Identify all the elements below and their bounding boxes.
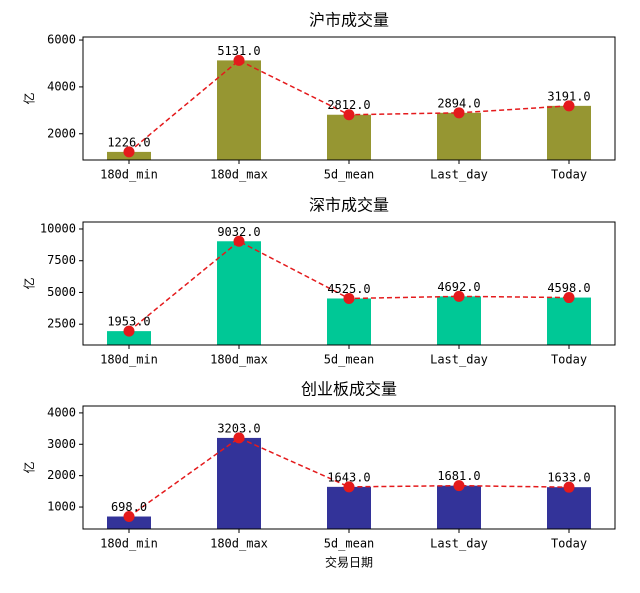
y-tick-label: 6000 <box>47 33 76 47</box>
y-tick-label: 4000 <box>47 405 76 419</box>
value-label: 1953.0 <box>107 315 150 329</box>
plot-frame <box>82 36 616 161</box>
y-axis-label: 亿 <box>22 461 37 473</box>
point-marker <box>453 107 465 119</box>
value-label: 5131.0 <box>217 44 260 58</box>
x-tick-label: Today <box>551 537 587 551</box>
bar <box>437 112 481 160</box>
point-marker <box>563 292 575 304</box>
point-marker <box>343 109 355 121</box>
plot-frame <box>82 221 616 346</box>
point-marker <box>343 481 355 493</box>
x-tick-label: Last_day <box>430 537 488 551</box>
value-label: 4692.0 <box>437 280 480 294</box>
x-tick-label: 5d_mean <box>324 537 375 551</box>
value-label: 698.0 <box>111 500 147 514</box>
value-label: 1226.0 <box>107 135 150 149</box>
y-tick-label: 2000 <box>47 126 76 140</box>
point-marker <box>233 54 245 66</box>
bar <box>107 331 151 345</box>
value-label: 9032.0 <box>217 225 260 239</box>
value-label: 3191.0 <box>547 89 590 103</box>
x-tick-label: 180d_max <box>210 537 268 551</box>
bar <box>547 297 591 345</box>
y-tick-label: 2000 <box>47 468 76 482</box>
bar <box>437 485 481 529</box>
point-marker <box>343 292 355 304</box>
plot-frame <box>82 405 616 530</box>
value-label: 4598.0 <box>547 281 590 295</box>
trend-line <box>128 437 570 518</box>
y-tick-label: 7500 <box>47 253 76 267</box>
bar <box>217 241 261 345</box>
point-marker <box>563 100 575 112</box>
y-tick-label: 2500 <box>47 317 76 331</box>
y-tick-label: 10000 <box>40 221 76 235</box>
point-marker <box>453 480 465 492</box>
value-label: 3203.0 <box>217 421 260 435</box>
x-tick-label: Today <box>551 168 587 182</box>
point-marker <box>453 290 465 302</box>
x-tick-label: 5d_mean <box>324 168 375 182</box>
x-tick-label: 180d_min <box>100 168 158 182</box>
y-axis-label: 亿 <box>22 277 37 289</box>
value-label: 2812.0 <box>327 98 370 112</box>
point-marker <box>563 481 575 493</box>
x-tick-label: 180d_min <box>100 537 158 551</box>
x-tick-label: Last_day <box>430 168 488 182</box>
point-marker <box>233 432 245 444</box>
value-label: 1643.0 <box>327 470 370 484</box>
point-marker <box>123 146 135 158</box>
value-label: 1681.0 <box>437 469 480 483</box>
bar <box>327 486 371 529</box>
x-tick-label: 180d_max <box>210 353 268 367</box>
y-tick-label: 3000 <box>47 437 76 451</box>
chart-title: 沪市成交量 <box>309 11 389 30</box>
bar <box>327 114 371 160</box>
chart-title: 创业板成交量 <box>301 380 397 399</box>
bar <box>547 105 591 160</box>
bar <box>217 60 261 160</box>
bar <box>217 437 261 529</box>
bar <box>547 487 591 529</box>
x-tick-label: 180d_min <box>100 353 158 367</box>
point-marker <box>123 325 135 337</box>
y-tick-label: 5000 <box>47 285 76 299</box>
x-tick-label: Last_day <box>430 353 488 367</box>
x-tick-label: 180d_max <box>210 168 268 182</box>
x-tick-label: 5d_mean <box>324 353 375 367</box>
value-label: 1633.0 <box>547 471 590 485</box>
value-label: 4525.0 <box>327 282 370 296</box>
chart-title: 深市成交量 <box>309 196 389 215</box>
point-marker <box>233 235 245 247</box>
y-tick-label: 4000 <box>47 79 76 93</box>
bar <box>107 516 151 529</box>
y-axis-label: 亿 <box>22 92 37 104</box>
bar <box>437 296 481 345</box>
bar <box>327 298 371 345</box>
x-tick-label: Today <box>551 353 587 367</box>
value-label: 2894.0 <box>437 96 480 110</box>
point-marker <box>123 511 135 523</box>
x-axis-label: 交易日期 <box>325 555 373 570</box>
y-tick-label: 1000 <box>47 500 76 514</box>
